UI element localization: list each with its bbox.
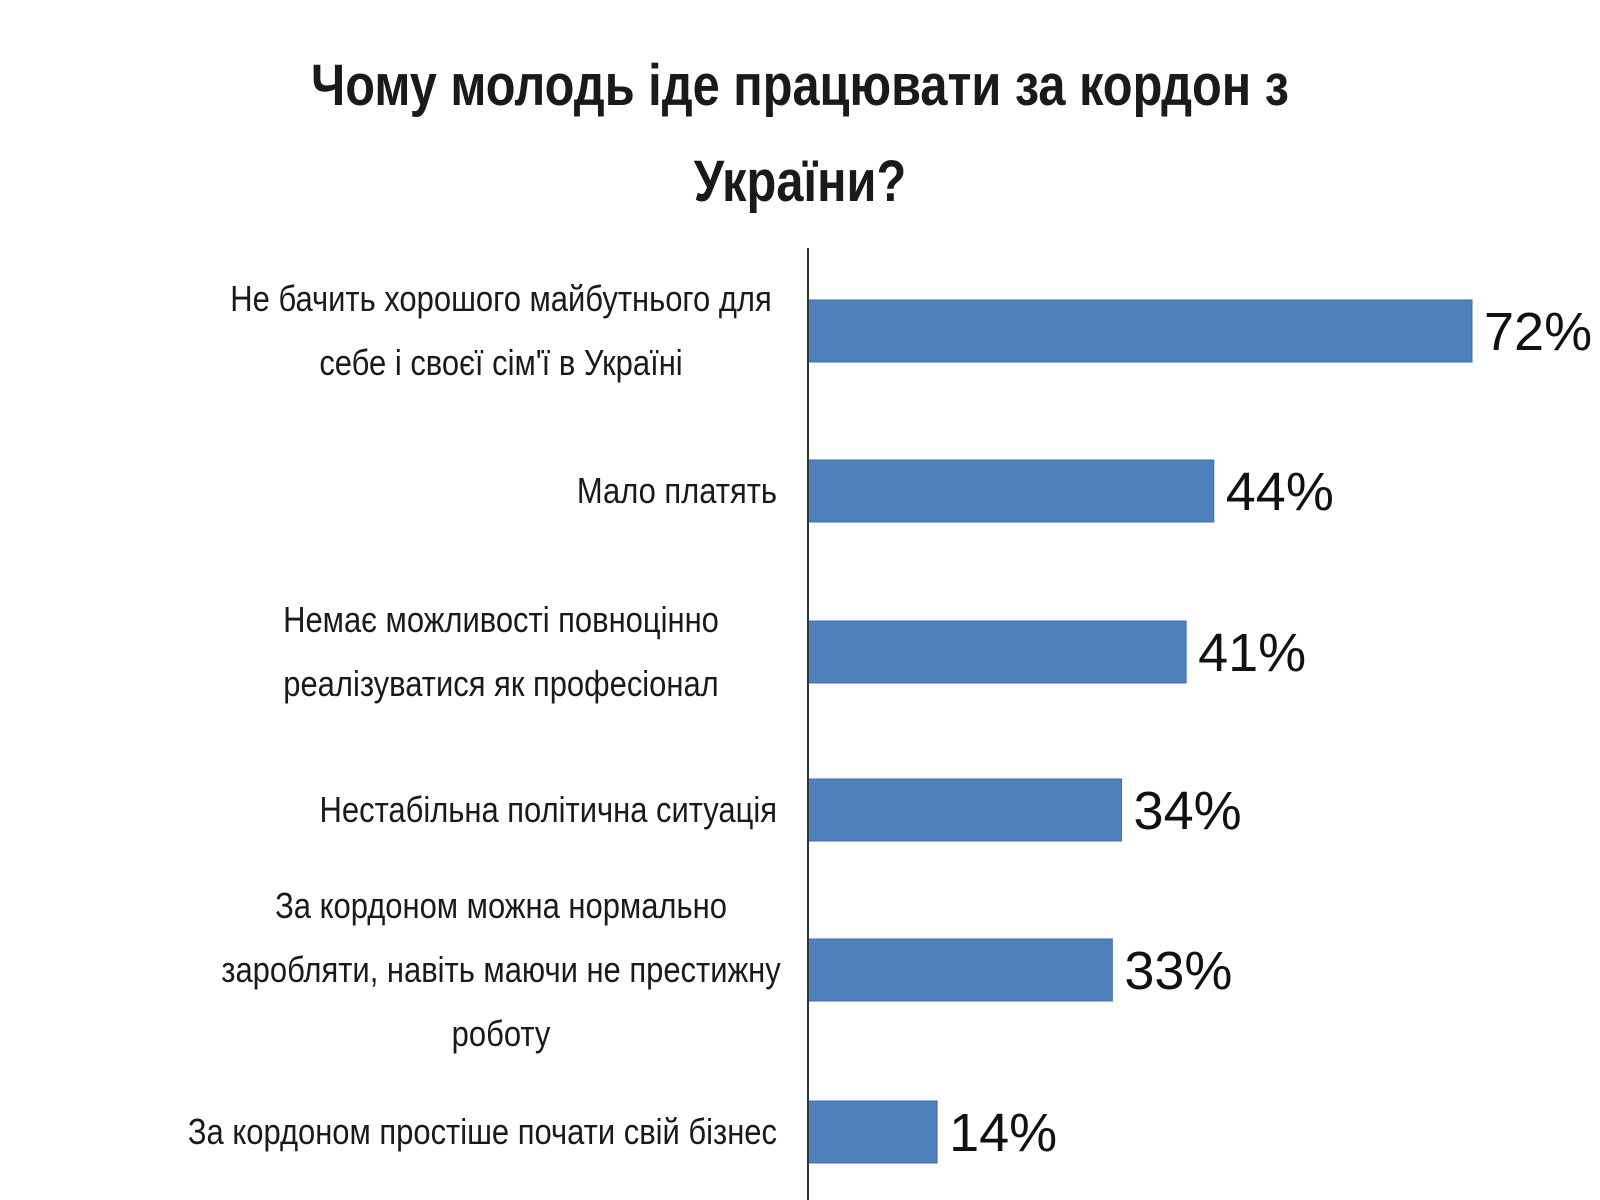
category-label-5-line-1: За кордоном можна нормально (275, 887, 727, 927)
value-label-3: 41% (1198, 623, 1306, 683)
category-label-4-line-1: Нестабільна політична ситуація (320, 791, 777, 831)
category-label-3: Немає можливості повноцінно реалізуватися… (283, 601, 719, 705)
value-label-2: 44% (1226, 462, 1334, 522)
value-label-4: 34% (1134, 781, 1242, 841)
bar-1 (807, 299, 1473, 363)
bar-4 (807, 778, 1123, 842)
bar-3 (807, 620, 1187, 684)
category-label-4: Нестабільна політична ситуація (320, 791, 777, 831)
category-label-5: За кордоном можна нормально заробляти, на… (221, 887, 781, 1055)
bar-2 (807, 459, 1215, 523)
value-label-5: 33% (1124, 941, 1232, 1001)
category-label-3-line-2: реалізуватися як професіонал (283, 665, 719, 705)
value-label-1: 72% (1484, 302, 1592, 362)
category-label-3-line-1: Немає можливості повноцінно (283, 601, 719, 641)
chart-title-line-1: Чому молодь іде працювати за кордон з (311, 53, 1289, 118)
value-label-6: 14% (949, 1103, 1057, 1163)
chart-title: Чому молодь іде працювати за кордон з Ук… (128, 38, 1472, 230)
category-label-2-line-1: Мало платять (577, 472, 777, 512)
chart-title-line-2: України? (693, 149, 907, 214)
category-label-1-line-2: себе і своєї сім'ї в Україні (319, 344, 682, 384)
value-labels: 72% 44% 41% 34% 33% 14% (949, 302, 1592, 1163)
category-label-2: Мало платять (577, 472, 777, 512)
category-label-6-line-1: За кордоном простіше почати свій бізнес (188, 1113, 777, 1153)
category-label-1-line-1: Не бачить хорошого майбутнього для (230, 280, 771, 320)
bars-layer (807, 299, 1473, 1164)
category-label-5-line-3: роботу (452, 1015, 551, 1055)
category-label-5-line-2: заробляти, навіть маючи не престижну (221, 951, 781, 991)
category-label-6: За кордоном простіше почати свій бізнес (188, 1113, 777, 1153)
category-label-1: Не бачить хорошого майбутнього для себе і… (230, 280, 771, 384)
bar-6 (807, 1100, 938, 1164)
bar-5 (807, 938, 1113, 1002)
category-labels: Не бачить хорошого майбутнього для себе і… (188, 280, 781, 1153)
